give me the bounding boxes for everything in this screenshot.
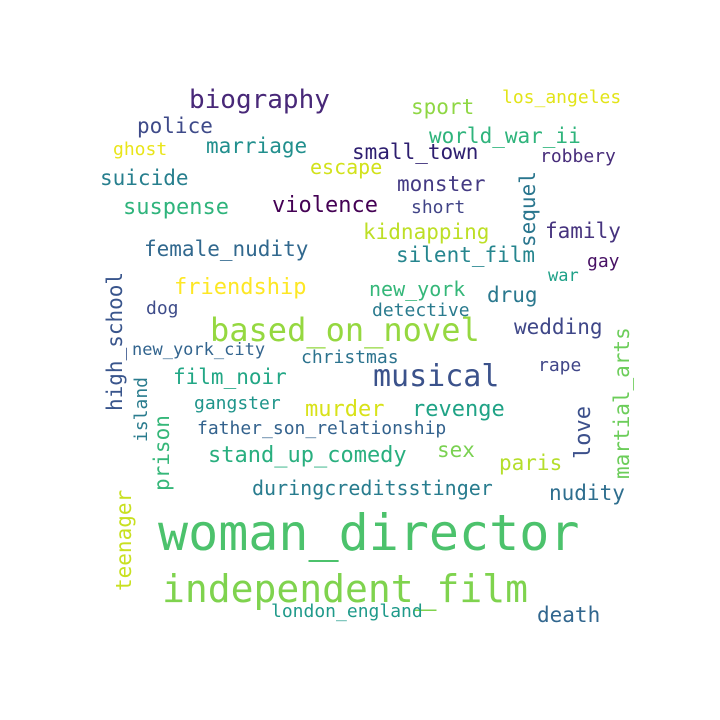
cloud-word: family xyxy=(545,219,621,243)
cloud-word: rape xyxy=(538,355,582,376)
cloud-word: independent_film xyxy=(162,567,529,611)
cloud-word: short xyxy=(411,197,466,218)
cloud-word: detective xyxy=(372,300,470,321)
cloud-word: duringcreditsstinger xyxy=(252,476,493,500)
cloud-word: marriage xyxy=(206,134,308,158)
cloud-word: death xyxy=(537,603,601,627)
cloud-word: world_war_ii xyxy=(429,124,581,148)
cloud-word: los_angeles xyxy=(502,87,622,108)
cloud-word: woman_director xyxy=(158,504,580,562)
cloud-word: christmas xyxy=(301,347,399,368)
cloud-word: father_son_relationship xyxy=(197,418,447,439)
cloud-word: teenager xyxy=(112,489,136,591)
cloud-word: martial_arts xyxy=(610,327,634,479)
cloud-word: murder xyxy=(305,397,385,422)
cloud-word: kidnapping xyxy=(363,220,490,244)
cloud-word: monster xyxy=(397,172,486,196)
cloud-word: small_town xyxy=(352,140,479,164)
cloud-word: stand_up_comedy xyxy=(208,443,407,468)
cloud-word: new_york_city xyxy=(132,340,266,360)
cloud-word: high_school xyxy=(103,271,127,411)
cloud-word: sport xyxy=(411,95,475,119)
cloud-word: female_nudity xyxy=(144,237,309,261)
cloud-word: suspense xyxy=(123,195,229,220)
cloud-word: robbery xyxy=(540,146,616,167)
cloud-word: suicide xyxy=(100,166,189,190)
cloud-word: escape xyxy=(310,155,383,179)
cloud-word: london_england xyxy=(271,601,423,622)
cloud-word: prison xyxy=(150,415,174,491)
cloud-word: paris xyxy=(499,451,563,475)
cloud-word: love xyxy=(571,406,596,459)
cloud-word: revenge xyxy=(412,397,505,422)
cloud-word: war xyxy=(548,266,579,286)
cloud-word: nudity xyxy=(549,481,625,505)
cloud-word: gay xyxy=(587,251,620,272)
cloud-word: wedding xyxy=(514,315,603,339)
cloud-word: gangster xyxy=(194,393,281,414)
cloud-word: ghost xyxy=(113,139,168,160)
cloud-word: new_york xyxy=(369,277,466,301)
cloud-word: sex xyxy=(437,438,475,462)
cloud-word: island xyxy=(131,376,152,442)
cloud-word: violence xyxy=(272,193,378,218)
cloud-word: based_on_novel xyxy=(210,311,480,349)
cloud-word: biography xyxy=(189,85,330,115)
cloud-word: friendship xyxy=(174,275,307,300)
cloud-word: film_noir xyxy=(173,365,287,389)
cloud-word: silent_film xyxy=(396,243,536,267)
cloud-word: dog xyxy=(146,298,179,319)
cloud-word: drug xyxy=(487,283,538,307)
cloud-word: police xyxy=(137,114,213,138)
cloud-word: musical xyxy=(373,359,500,394)
cloud-word: sequel xyxy=(516,171,540,247)
